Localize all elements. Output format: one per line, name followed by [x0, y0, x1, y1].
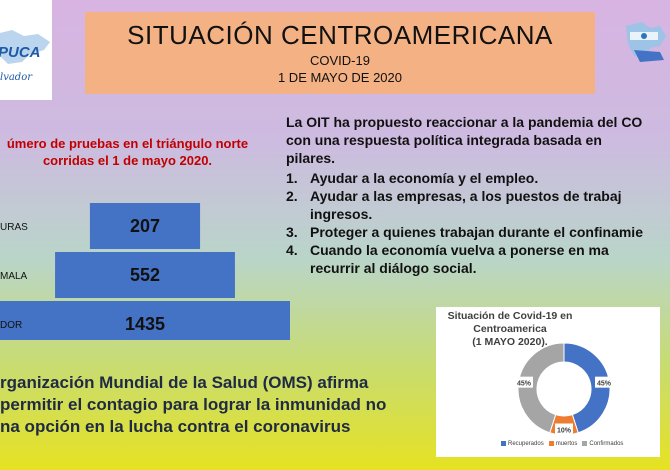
donut-chart-card: Situación de Covid-19 en Centroamerica (…	[436, 307, 660, 457]
oms-line1: rganización Mundial de la Salud (OMS) af…	[0, 373, 369, 392]
title-banner: SITUACIÓN CENTROAMERICANA COVID-19 1 DE …	[85, 12, 595, 94]
page-title: SITUACIÓN CENTROAMERICANA	[127, 20, 553, 50]
list-item: 4. Cuando la economía vuelva a ponerse e…	[286, 241, 670, 277]
donut-slice	[517, 342, 565, 434]
pyramid-value: 1435	[125, 314, 165, 334]
data-label-box	[595, 376, 614, 388]
list-item-line2: recurrir al diálogo social.	[310, 260, 477, 276]
legend-swatch	[501, 441, 506, 446]
donut-slice	[563, 342, 611, 434]
pyramid-row: 207 URAS	[0, 203, 201, 249]
data-label: 45%	[597, 381, 612, 388]
pyramid-row: 552 MALA	[0, 252, 235, 298]
pyramid-row: 1435 DOR	[0, 301, 290, 340]
legend-entry: Confirmados	[589, 441, 624, 448]
oit-pillars-list: 1. Ayudar a la economía y el empleo. 2. …	[286, 169, 670, 277]
pyramid-value: 552	[130, 265, 160, 285]
oms-line3: na opción en la lucha contra el coronavi…	[0, 417, 351, 436]
list-item: 3. Proteger a quienes trabajan durante e…	[286, 223, 670, 241]
oit-intro-line2: con una respuesta política integrada bas…	[286, 132, 602, 148]
oit-intro-line1: La OIT ha propuesto reaccionar a la pand…	[286, 114, 643, 130]
list-item-line2: ingresos.	[310, 206, 373, 222]
legend-swatch	[548, 441, 554, 446]
chart-legend: Recuperados muertos Confirmados	[496, 441, 623, 447]
data-label: 45%	[517, 381, 532, 388]
list-item-number: 4.	[286, 242, 298, 258]
list-item-line1: Cuando la economía vuelva a ponerse en m…	[310, 242, 609, 258]
pyramid-title-line1: úmero de pruebas en el triángulo norte	[6, 136, 249, 151]
pyramid-value: 207	[130, 216, 160, 236]
list-item-line1: Ayudar a la economía y el empleo.	[310, 170, 539, 186]
page-subtitle: COVID-19	[310, 53, 370, 68]
pyramid-title: úmero de pruebas en el triángulo norte c…	[0, 135, 255, 169]
pyramid-label: URAS	[0, 222, 28, 233]
oit-text: La OIT ha propuesto reaccionar a la pand…	[286, 113, 670, 277]
oms-text: rganización Mundial de la Salud (OMS) af…	[0, 372, 440, 438]
pyramid-label: DOR	[0, 320, 22, 331]
list-item: 1. Ayudar a la economía y el empleo.	[286, 169, 670, 187]
oms-line2: permitir el contagio para lograr la inmu…	[0, 395, 387, 414]
pyramid-label: MALA	[0, 271, 28, 282]
chart-title-line1: Situación de Covid-19 en	[447, 310, 573, 322]
legend-entry: muertos	[555, 441, 578, 448]
tests-pyramid: 207 URAS 552 MALA 1435 DOR	[0, 203, 290, 340]
org-logo: PUCA lvador	[0, 0, 52, 100]
list-item: 2. Ayudar a las empresas, a los puestos …	[286, 187, 670, 223]
list-item-line1: Proteger a quienes trabajan durante el c…	[310, 224, 643, 240]
legend-swatch	[582, 441, 588, 446]
central-america-map-icon	[0, 30, 50, 64]
chart-title: Situación de Covid-19 en Centroamerica (…	[440, 310, 580, 349]
list-item-number: 2.	[286, 188, 298, 204]
pyramid-bar	[55, 252, 235, 298]
legend-entry: Recuperados	[508, 441, 544, 448]
chart-title-line2: Centroamerica	[473, 323, 547, 335]
pyramid-bar	[89, 203, 201, 249]
page-date: 1 DE MAYO DE 2020	[277, 70, 403, 85]
org-logo-tagline: lvador	[0, 72, 33, 83]
pyramid-title-line2: corridas el 1 de mayo 2020.	[42, 153, 213, 168]
pyramid-bar	[0, 301, 290, 340]
list-item-number: 3.	[286, 224, 298, 240]
list-item-number: 1.	[286, 170, 298, 186]
org-logo-brand: PUCA	[0, 44, 41, 61]
list-item-line1: Ayudar a las empresas, a los puestos de …	[310, 188, 622, 204]
flag-map-icon	[626, 22, 666, 62]
oit-intro-line3: pilares.	[286, 150, 336, 166]
data-label-box	[514, 376, 533, 388]
chart-title-line3: (1 MAYO 2020).	[472, 336, 548, 348]
donut-chart: 45% 10% 45%	[514, 342, 614, 436]
data-label: 10%	[557, 428, 572, 435]
data-label-box	[555, 423, 573, 435]
